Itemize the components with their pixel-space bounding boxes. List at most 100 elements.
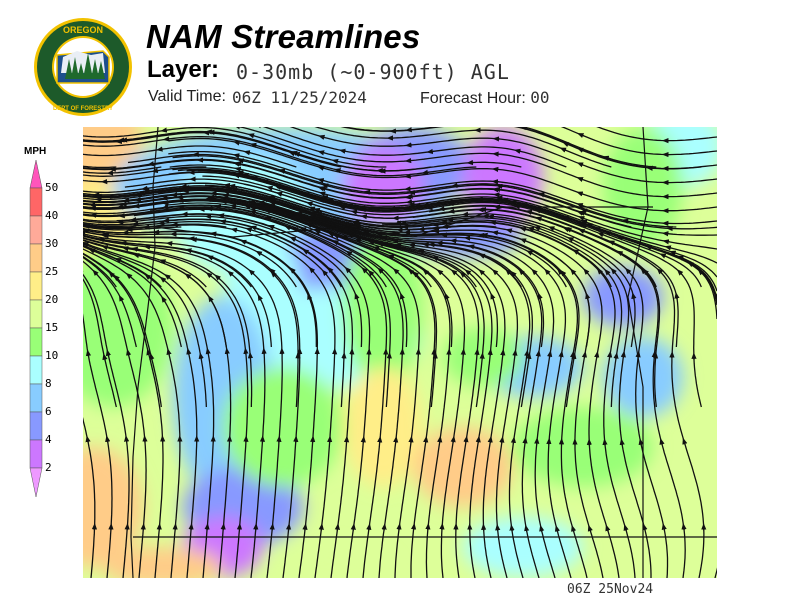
streamline-arrow <box>114 258 122 263</box>
streamline <box>83 213 272 228</box>
streamline-arrow <box>239 239 247 245</box>
streamline-arrow <box>249 142 258 148</box>
streamline <box>133 208 388 578</box>
streamline-arrow <box>519 127 527 131</box>
streamline-arrow <box>338 148 347 154</box>
streamline <box>83 243 207 408</box>
streamline-arrow <box>318 523 324 531</box>
streamline-arrow <box>331 240 339 246</box>
streamline-arrow <box>635 350 641 358</box>
streamline <box>168 150 717 225</box>
streamline-arrow <box>535 349 541 358</box>
streamline-arrow <box>161 200 170 206</box>
streamline-arrow <box>436 269 444 276</box>
legend-tick-label: 25 <box>45 265 59 278</box>
streamline-arrow <box>234 161 242 167</box>
streamline <box>172 155 717 230</box>
streamline-arrow <box>463 435 469 443</box>
streamline-arrow <box>422 269 430 276</box>
streamline-arrow <box>642 268 649 276</box>
streamline-arrow <box>308 266 316 274</box>
streamline <box>83 192 545 348</box>
streamline <box>83 159 252 171</box>
streamline-arrow <box>205 347 211 355</box>
streamline-arrow <box>102 233 110 239</box>
streamline <box>397 213 669 578</box>
streamline-arrow <box>487 435 493 444</box>
streamline-arrow <box>537 192 545 198</box>
streamline-arrow <box>522 436 528 445</box>
streamline-arrow <box>146 348 152 356</box>
streamline-arrow <box>284 225 292 231</box>
streamline-arrow <box>437 206 446 212</box>
streamline-arrow <box>159 259 167 265</box>
streamline-arrow <box>166 348 172 356</box>
streamline-arrow <box>499 436 505 444</box>
streamline <box>382 217 652 578</box>
streamline-arrow <box>332 227 340 233</box>
streamline-arrow <box>249 205 257 211</box>
streamline-arrow <box>334 523 340 531</box>
streamline-arrow <box>576 203 584 209</box>
streamline-arrow <box>315 211 323 217</box>
streamline <box>159 182 636 348</box>
streamline-arrow <box>372 246 380 252</box>
streamline-arrow <box>341 227 349 233</box>
streamline-arrow <box>233 140 241 146</box>
streamline-arrow <box>223 182 231 189</box>
streamline-arrow <box>381 241 389 248</box>
streamline-arrow <box>638 438 644 446</box>
streamline-arrow <box>326 197 334 204</box>
streamline-arrow <box>512 349 518 357</box>
streamline <box>240 174 717 303</box>
streamline-arrow <box>164 274 171 280</box>
streamline-arrow <box>444 292 450 300</box>
streamline <box>340 127 702 170</box>
streamline-arrow <box>186 347 192 356</box>
streamline-arrow <box>572 249 580 255</box>
streamline-arrow <box>317 165 325 171</box>
streamline <box>83 248 181 578</box>
legend-tick-label: 6 <box>45 405 52 418</box>
streamline <box>83 221 346 408</box>
streamline-arrow <box>610 267 617 275</box>
streamline-arrow <box>662 239 670 245</box>
streamline-arrow <box>113 274 120 282</box>
wind-speed-region <box>343 367 423 487</box>
streamline-arrow <box>159 276 167 283</box>
streamline-arrow <box>141 185 149 191</box>
streamline-arrow <box>613 352 619 360</box>
streamline-arrow <box>321 269 329 277</box>
streamline-arrow <box>318 134 326 140</box>
streamline <box>204 184 623 408</box>
streamline-arrow <box>151 168 159 174</box>
streamline-map <box>83 127 717 578</box>
streamline-arrow <box>464 269 472 276</box>
streamline-arrow <box>205 272 213 279</box>
streamline-arrow <box>323 222 331 228</box>
streamline-arrow <box>417 248 425 254</box>
streamline-arrow <box>426 205 434 211</box>
streamline-arrow <box>321 183 329 189</box>
streamline-arrow <box>143 187 151 194</box>
valid-time-value: 06Z 11/25/2024 <box>232 88 367 107</box>
streamline-arrow <box>83 228 90 234</box>
streamline-arrow <box>604 268 611 276</box>
streamline <box>276 186 702 408</box>
streamline <box>83 252 162 408</box>
streamline-arrow <box>327 266 334 274</box>
streamline <box>83 235 266 578</box>
streamline-arrow <box>459 271 467 278</box>
streamline-arrow <box>408 243 416 249</box>
streamline <box>560 127 717 156</box>
streamline-arrow <box>206 255 214 261</box>
streamline-arrow <box>88 248 96 254</box>
streamline-arrow <box>559 147 567 153</box>
wind-speed-region <box>413 427 513 507</box>
streamline-arrow <box>659 253 667 259</box>
streamline-arrow <box>558 350 564 358</box>
streamline-arrow <box>266 185 274 191</box>
wind-speed-region <box>223 367 343 487</box>
streamline-arrow <box>475 435 481 443</box>
model-run-stamp: 06Z 25Nov24 <box>567 582 654 597</box>
